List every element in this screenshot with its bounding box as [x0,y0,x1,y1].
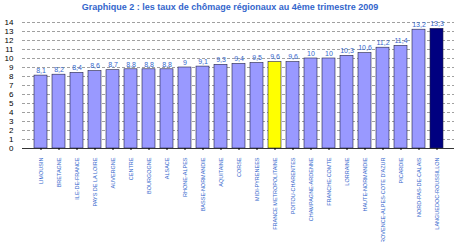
svg-text:BOURGOGNE: BOURGOGNE [146,157,152,194]
svg-text:13,3: 13,3 [430,20,444,27]
svg-text:ILE-DE-FRANCE: ILE-DE-FRANCE [74,157,80,200]
svg-text:CORSE: CORSE [236,157,242,177]
svg-text:8,8: 8,8 [162,61,172,68]
svg-text:9,6: 9,6 [270,53,280,60]
svg-text:11: 11 [5,45,14,54]
svg-text:MIDI-PYRENEES: MIDI-PYRENEES [254,157,260,201]
svg-text:2: 2 [9,126,14,135]
svg-text:10: 10 [5,54,14,63]
svg-text:HAUTE-NORMANDIE: HAUTE-NORMANDIE [362,157,368,211]
svg-text:PROVENCE-ALPES-COTE D'AZUR: PROVENCE-ALPES-COTE D'AZUR [380,157,386,242]
svg-text:8,8: 8,8 [144,61,154,68]
svg-text:4: 4 [9,108,14,117]
svg-text:FRANCE METROPOLITAINE: FRANCE METROPOLITAINE [272,157,278,230]
svg-text:FRANCHE-COMTE: FRANCHE-COMTE [326,157,332,206]
svg-text:14: 14 [5,18,14,27]
svg-text:LANGUEDOC-ROUSSILLON: LANGUEDOC-ROUSSILLON [434,157,440,229]
svg-text:9,5: 9,5 [252,54,262,61]
svg-text:9: 9 [9,63,14,72]
svg-text:8,4: 8,4 [72,64,82,71]
svg-text:5: 5 [9,99,14,108]
svg-text:8,6: 8,6 [90,62,100,69]
svg-text:LIMOUSIN: LIMOUSIN [38,157,44,184]
svg-text:RHONE-ALPES: RHONE-ALPES [182,157,188,197]
svg-text:8,8: 8,8 [126,61,136,68]
svg-text:13,2: 13,2 [412,21,426,28]
svg-text:12: 12 [5,36,14,45]
svg-text:10,6: 10,6 [358,44,372,51]
svg-text:6: 6 [9,90,14,99]
svg-text:CHAMPAGNE-ARDENNE: CHAMPAGNE-ARDENNE [308,157,314,221]
svg-text:POITOU-CHARENTES: POITOU-CHARENTES [290,157,296,214]
svg-text:9,4: 9,4 [234,55,244,62]
svg-text:9,3: 9,3 [216,56,226,63]
svg-text:11,4: 11,4 [394,37,407,44]
svg-text:8,1: 8,1 [36,67,46,74]
svg-text:10: 10 [307,50,315,57]
svg-text:PICARDIE: PICARDIE [398,157,404,183]
svg-text:9,6: 9,6 [288,53,298,60]
svg-text:8: 8 [9,72,14,81]
svg-text:BRETAGNE: BRETAGNE [56,157,62,187]
svg-text:BASSE-NORMANDIE: BASSE-NORMANDIE [200,157,206,211]
svg-text:13: 13 [5,27,14,36]
svg-text:NORD-PAS-DE-CALAIS: NORD-PAS-DE-CALAIS [416,157,422,217]
svg-text:LORRAINE: LORRAINE [344,157,350,185]
svg-text:10: 10 [325,50,333,57]
svg-text:9: 9 [183,59,187,66]
svg-text:AUVERGNE: AUVERGNE [110,157,116,188]
svg-text:3: 3 [9,117,14,126]
svg-text:PAYS DE LA LOIRE: PAYS DE LA LOIRE [92,157,98,206]
svg-text:10,3: 10,3 [340,47,354,54]
svg-text:8,2: 8,2 [54,66,64,73]
svg-text:0: 0 [9,144,14,153]
svg-text:8,7: 8,7 [108,61,118,68]
html-text:Graphique 2 : les taux de chôm: Graphique 2 : les taux de chômage région… [81,2,379,12]
svg-text:9,1: 9,1 [198,58,208,65]
svg-text:11,2: 11,2 [376,39,389,46]
svg-text:AQUITAINE: AQUITAINE [218,157,224,187]
svg-text:1: 1 [9,135,14,144]
svg-text:7: 7 [9,81,14,90]
svg-text:CENTRE: CENTRE [128,157,134,180]
svg-text:ALSACE: ALSACE [164,157,170,179]
